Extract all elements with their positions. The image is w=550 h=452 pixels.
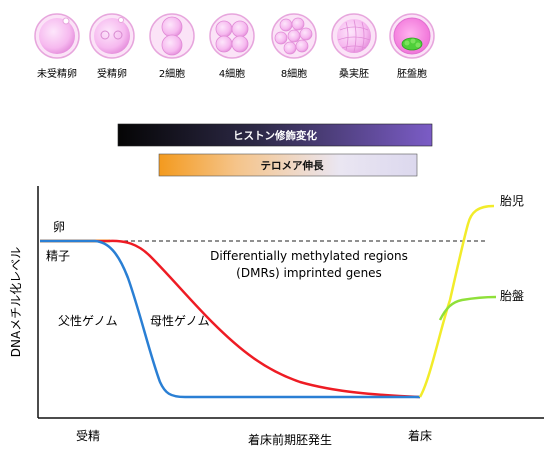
telomere-bar-label: テロメア伸長 (261, 159, 324, 172)
stage-label: 4細胞 (219, 67, 245, 80)
fertilization-label: 受精 (76, 429, 100, 443)
paternal-genome-label: 父性ゲノム (58, 314, 118, 328)
blastocyst-icon (389, 13, 435, 59)
four-cell-icon (209, 13, 255, 59)
x-axis-label: 着床前期胚発生 (248, 432, 332, 447)
y-axis-label: DNAメチル化レベル (9, 247, 23, 357)
stage-label: 胚盤胞 (397, 67, 427, 80)
dmr-note-line1: Differentially methylated regions (210, 249, 408, 263)
stage-label: 未受精卵 (37, 67, 77, 80)
stage-label: 8細胞 (281, 67, 307, 80)
stage-label: 桑実胚 (339, 67, 369, 80)
stage-label: 2細胞 (159, 67, 185, 80)
placenta-curve (438, 295, 497, 321)
egg-label: 卵 (53, 220, 65, 234)
histone-bar-label: ヒストン修飾変化 (233, 129, 317, 142)
stage-labels: 未受精卵 受精卵 2細胞 4細胞 8細胞 桑実胚 胚盤胞 (37, 67, 427, 80)
sperm-label: 精子 (46, 249, 70, 263)
eight-cell-icon (271, 13, 317, 59)
telomere-bar: テロメア伸長 (158, 153, 418, 177)
morula-icon (331, 13, 377, 59)
fetus-label: 胎児 (500, 194, 524, 208)
fertilized-egg-icon (89, 13, 135, 59)
paternal-genome-curve (40, 239, 420, 399)
unfertilized-egg-icon (34, 13, 80, 59)
chart-labels: DNAメチル化レベル 着床前期胚発生 受精 着床 卵 精子 父性ゲノム 母性ゲノ… (9, 194, 524, 447)
two-cell-icon (149, 13, 195, 59)
maternal-genome-label: 母性ゲノム (150, 314, 210, 328)
placenta-label: 胎盤 (500, 289, 524, 303)
stage-icons (34, 13, 435, 59)
fetus-curve (418, 204, 495, 398)
axes (37, 186, 544, 419)
implantation-label: 着床 (408, 428, 432, 443)
stage-label: 受精卵 (97, 67, 127, 80)
maternal-genome-curve (40, 239, 421, 399)
dmr-note-line2: (DMRs) imprinted genes (236, 266, 382, 280)
histone-bar: ヒストン修飾変化 (117, 123, 433, 147)
